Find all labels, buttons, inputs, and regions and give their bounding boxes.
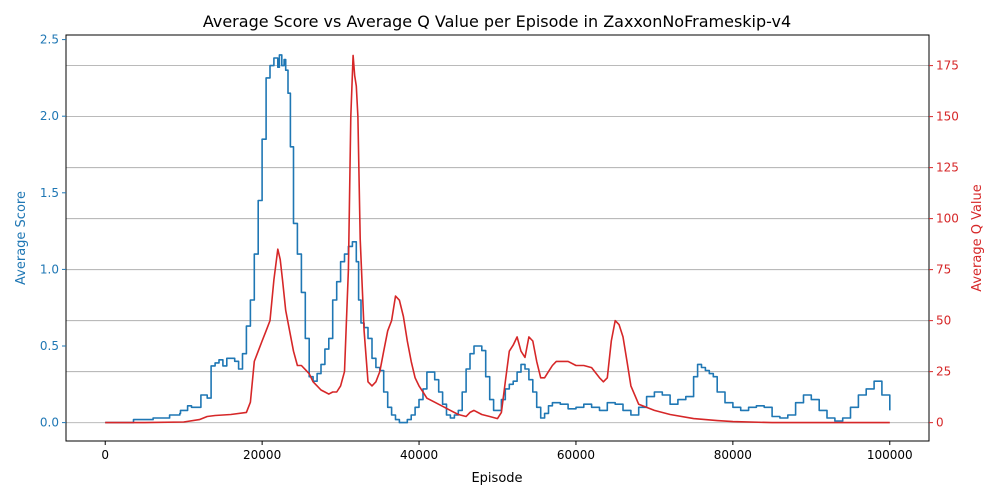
y-right-tick-label: 50 xyxy=(936,314,951,328)
x-tick-label: 60000 xyxy=(557,448,595,462)
y-left-tick-label: 2.5 xyxy=(40,33,59,47)
y-left-tick-label: 1.0 xyxy=(40,262,59,276)
y-right-axis-label: Average Q Value xyxy=(970,184,985,292)
x-axis-label: Episode xyxy=(471,471,522,486)
x-axis: 0 20000 40000 60000 80000 100000 xyxy=(101,441,913,462)
average-q-value-line xyxy=(105,54,890,424)
plot-frame xyxy=(65,34,930,442)
x-tick-label: 0 xyxy=(101,448,109,462)
grid-layer xyxy=(66,65,929,424)
x-tick-label: 40000 xyxy=(400,448,438,462)
x-tick-label: 100000 xyxy=(867,448,913,462)
series-layer xyxy=(105,54,891,424)
x-tick-label: 80000 xyxy=(714,448,752,462)
chart-title: Average Score vs Average Q Value per Epi… xyxy=(203,12,791,31)
y-left-tick-label: 0.5 xyxy=(40,339,59,353)
y-left-tick-label: 0.0 xyxy=(40,416,59,430)
y-right-tick-label: 100 xyxy=(936,212,959,226)
y-right-tick-label: 0 xyxy=(936,416,944,430)
y-right-tick-label: 25 xyxy=(936,365,951,379)
y-left-axis-label: Average Score xyxy=(14,191,29,285)
y-left-tick-label: 1.5 xyxy=(40,186,59,200)
y-right-tick-label: 150 xyxy=(936,110,959,124)
y-left-axis: 0.0 0.5 1.0 1.5 2.0 2.5 xyxy=(40,33,66,430)
y-left-tick-label: 2.0 xyxy=(40,109,59,123)
y-right-tick-label: 75 xyxy=(936,263,951,277)
y-right-tick-label: 175 xyxy=(936,59,959,73)
y-right-axis: 0 25 50 75 100 125 150 175 xyxy=(929,59,959,430)
x-tick-label: 20000 xyxy=(243,448,281,462)
average-score-line xyxy=(105,54,891,424)
y-right-tick-label: 125 xyxy=(936,161,959,175)
